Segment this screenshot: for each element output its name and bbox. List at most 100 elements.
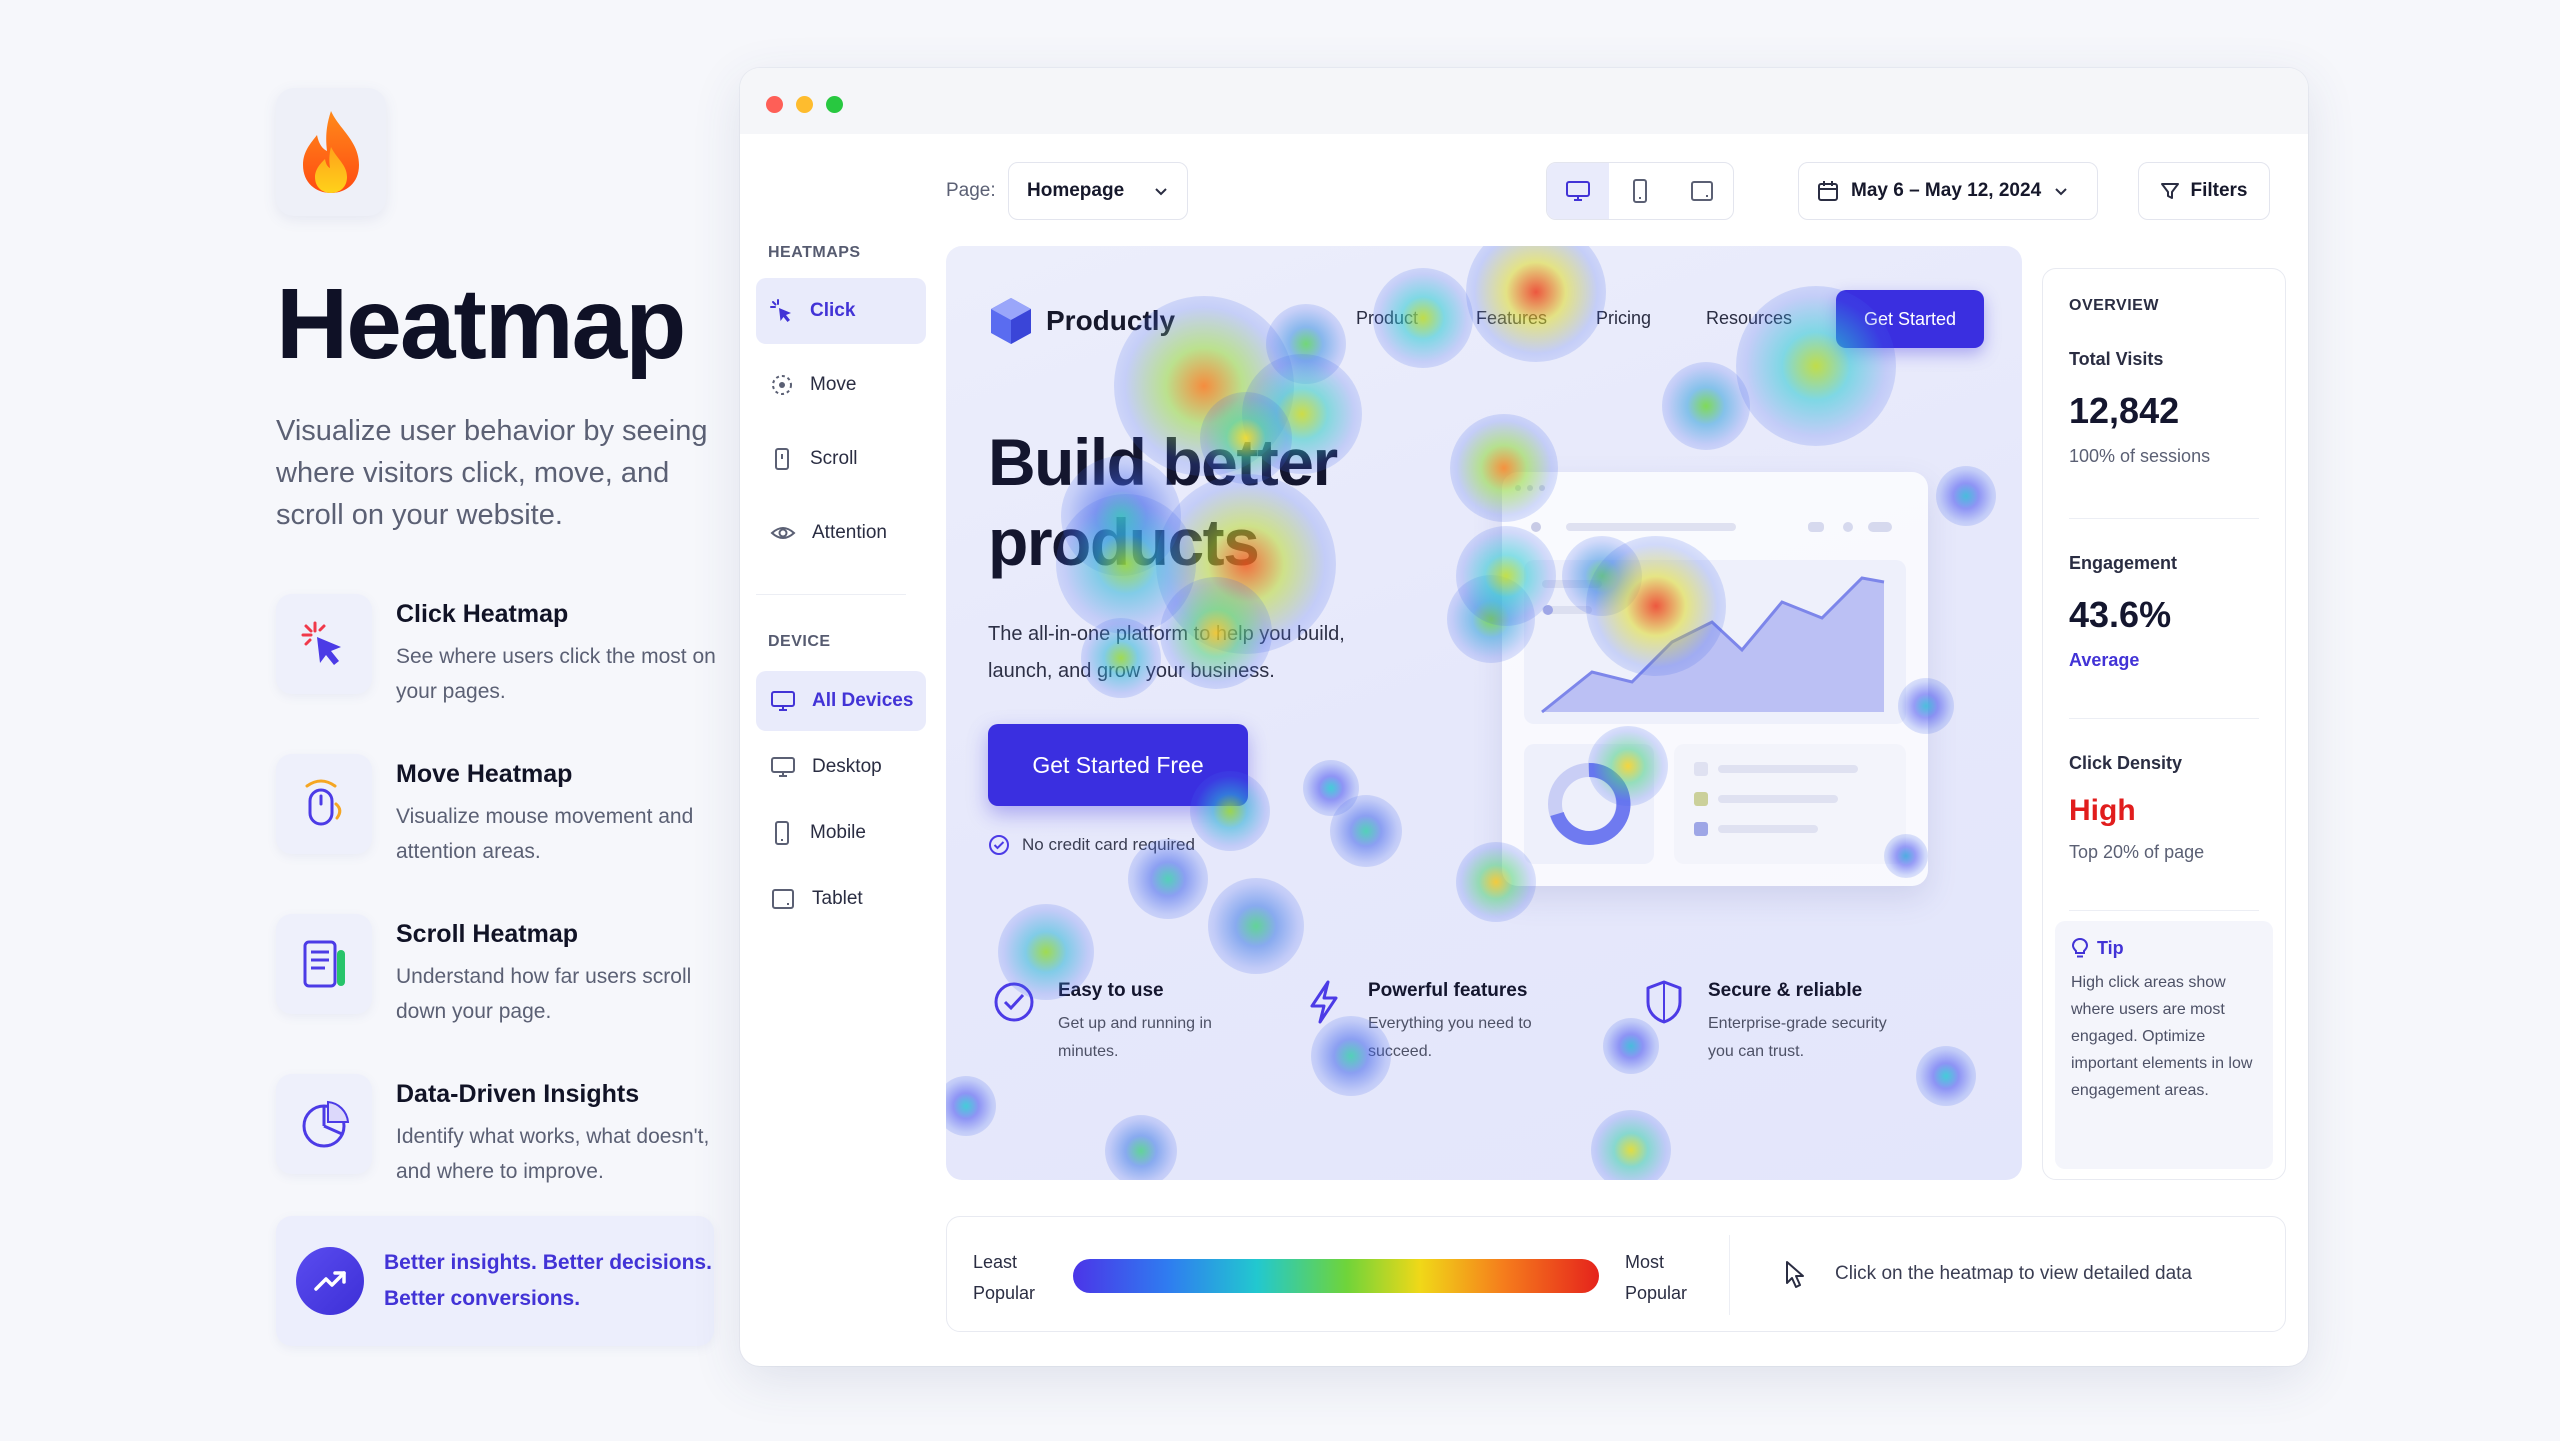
- sidebar-item-attention[interactable]: Attention: [756, 500, 926, 566]
- heatmap-canvas[interactable]: Productly Product Features Pricing Resou…: [946, 246, 2022, 1180]
- preview-nav-product[interactable]: Product: [1356, 308, 1419, 328]
- sidebar-item-click[interactable]: Click: [756, 278, 926, 344]
- preview-feature-title: Easy to use: [1058, 980, 1164, 1001]
- mobile-view-button[interactable]: [1609, 163, 1671, 219]
- calendar-icon: [1818, 181, 1838, 201]
- legend-gradient-bar: [1073, 1259, 1599, 1293]
- sidebar-item-move[interactable]: Move: [756, 352, 926, 418]
- click-density-stat: Click Density High Top 20% of page: [2069, 753, 2259, 911]
- toolbar: Page: Homepage May 6 – May 12, 2024 Filt…: [740, 162, 2308, 222]
- heat-legend: Least Popular Most Popular Click on the …: [946, 1216, 2286, 1332]
- page-subtitle: Visualize user behavior by seeing where …: [276, 415, 708, 531]
- close-window-button[interactable]: [766, 96, 783, 113]
- filters-button[interactable]: Filters: [2138, 162, 2270, 220]
- sidebar-item-label: Attention: [812, 522, 887, 543]
- page-select-label: Page:: [946, 180, 996, 201]
- sidebar-item-mobile[interactable]: Mobile: [756, 803, 926, 863]
- preview-feature-title: Powerful features: [1368, 980, 1528, 1001]
- tip-text: High click areas show where users are mo…: [2071, 974, 2253, 1099]
- page-select-value: Homepage: [1027, 180, 1125, 201]
- tablet-icon: [1691, 181, 1713, 201]
- feature-desc: Visualize mouse movement and attention a…: [396, 805, 694, 863]
- dashboard-mockup-illustration: [1515, 485, 1906, 864]
- stat-value: High: [2069, 794, 2136, 827]
- sidebar-item-label: Desktop: [812, 756, 882, 777]
- hexagon-logo-icon: [991, 298, 1031, 344]
- date-range-picker[interactable]: May 6 – May 12, 2024: [1798, 162, 2098, 220]
- feature-click-heatmap: Click Heatmap See where users click the …: [276, 594, 736, 754]
- lightbulb-icon: [2071, 937, 2089, 958]
- trend-up-icon: [296, 1247, 364, 1315]
- preview-feature-title: Secure & reliable: [1708, 980, 1863, 1001]
- engagement-stat: Engagement 43.6% Average: [2069, 553, 2259, 719]
- lightning-icon: [1310, 980, 1338, 1024]
- preview-feature-secure: Secure & reliable Enterprise-grade secur…: [1638, 976, 1898, 1066]
- page-title: Heatmap: [276, 268, 686, 380]
- chevron-down-icon: [2055, 188, 2067, 196]
- check-circle-icon: [994, 982, 1034, 1022]
- feature-data-insights: Data-Driven Insights Identify what works…: [276, 1074, 736, 1234]
- sidebar-item-desktop[interactable]: Desktop: [756, 737, 926, 797]
- heat-spot: [1662, 362, 1750, 450]
- preview-nav-resources[interactable]: Resources: [1706, 308, 1793, 328]
- sidebar-divider: [756, 594, 906, 595]
- eye-icon: [770, 527, 796, 539]
- overview-panel: OVERVIEW Total Visits 12,842 100% of ses…: [2042, 268, 2286, 1180]
- device-heading: DEVICE: [768, 633, 831, 650]
- sidebar-item-label: Scroll: [810, 448, 858, 469]
- minimize-window-button[interactable]: [796, 96, 813, 113]
- heat-spot: [1466, 246, 1606, 362]
- sidebar: HEATMAPS Click Move Scroll Attention DEV…: [756, 244, 926, 935]
- page-select[interactable]: Homepage: [1008, 162, 1188, 220]
- device-filter-list: All Devices Desktop Mobile Tablet: [756, 671, 926, 929]
- preview-brand: Productly: [1046, 305, 1176, 336]
- monitor-icon: [771, 691, 795, 711]
- sidebar-item-all-devices[interactable]: All Devices: [756, 671, 926, 731]
- legend-hint-text: Click on the heatmap to view detailed da…: [1835, 1263, 2192, 1284]
- heat-spot: [1208, 878, 1304, 974]
- preview-get-started-free-button[interactable]: Get Started Free: [988, 724, 1248, 806]
- preview-feature-desc: Get up and running in minutes.: [1058, 1015, 1212, 1060]
- sidebar-item-scroll[interactable]: Scroll: [756, 426, 926, 492]
- scroll-document-icon: [276, 914, 372, 1014]
- stat-value: 12,842: [2069, 390, 2180, 431]
- stat-value: 43.6%: [2069, 594, 2172, 635]
- preview-logo: Productly: [988, 296, 1175, 346]
- tip-heading: Tip: [2097, 937, 2124, 958]
- move-icon: [772, 375, 792, 395]
- feature-scroll-heatmap: Scroll Heatmap Understand how far users …: [276, 914, 736, 1074]
- tablet-view-button[interactable]: [1671, 163, 1733, 219]
- heat-spot: [1936, 466, 1996, 526]
- feature-title: Move Heatmap: [396, 760, 573, 788]
- date-range-value: May 6 – May 12, 2024: [1851, 180, 2042, 201]
- preview-headline-line-2: products: [988, 505, 1260, 579]
- filter-icon: [2161, 183, 2180, 199]
- legend-most-line-2: Popular: [1625, 1283, 1688, 1303]
- feature-move-heatmap: Move Heatmap Visualize mouse movement an…: [276, 754, 736, 914]
- legend-most-popular: Most Popular: [1625, 1247, 1687, 1309]
- sidebar-item-label: Move: [810, 374, 857, 395]
- preview-feature-row: Easy to use Get up and running in minute…: [988, 976, 1988, 1096]
- sidebar-item-tablet[interactable]: Tablet: [756, 869, 926, 929]
- legend-least-popular: Least Popular: [973, 1247, 1035, 1309]
- chevron-down-icon: [1155, 188, 1167, 196]
- desktop-view-button[interactable]: [1547, 163, 1609, 219]
- feature-title: Scroll Heatmap: [396, 920, 579, 948]
- scroll-icon: [775, 448, 789, 470]
- preview-nav-pricing[interactable]: Pricing: [1596, 308, 1652, 328]
- pie-chart-icon: [276, 1074, 372, 1174]
- preview-nav-features[interactable]: Features: [1476, 308, 1548, 328]
- sidebar-item-label: Tablet: [812, 888, 863, 909]
- tablet-icon: [772, 889, 794, 909]
- insight-line-2: Better conversions.: [384, 1287, 581, 1310]
- maximize-window-button[interactable]: [826, 96, 843, 113]
- stat-subtext: Average: [2069, 650, 2140, 670]
- sidebar-item-label: Click: [810, 300, 856, 321]
- heat-spot: [1330, 795, 1402, 867]
- sidebar-item-label: All Devices: [812, 690, 914, 711]
- mobile-icon: [1633, 179, 1647, 203]
- filters-label: Filters: [2190, 180, 2248, 201]
- feature-desc: Identify what works, what doesn't, and w…: [396, 1125, 710, 1183]
- preview-get-started-button[interactable]: Get Started: [1836, 290, 1984, 348]
- preview-feature-desc: Everything you need to succeed.: [1368, 1015, 1532, 1060]
